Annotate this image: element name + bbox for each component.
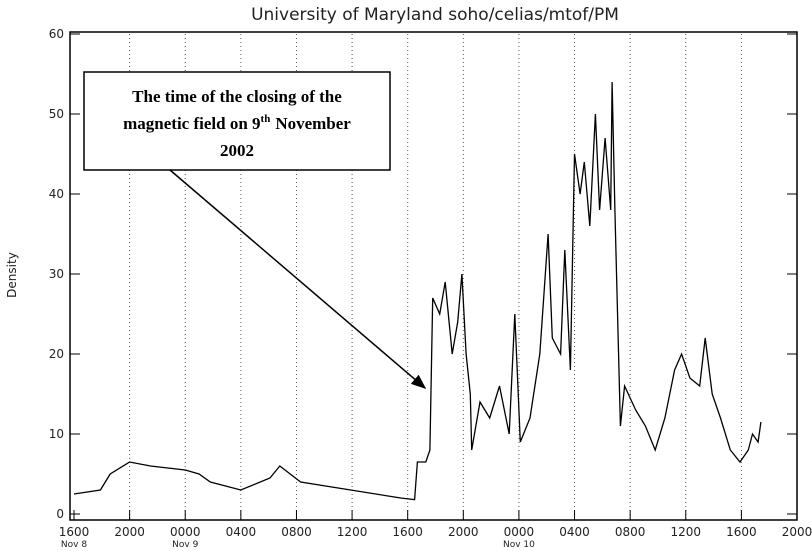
y-tick-label: 0: [56, 507, 64, 521]
y-axis-label: Density: [5, 252, 19, 298]
annotation-line: 2002: [220, 141, 254, 160]
chart-title: University of Maryland soho/celias/mtof/…: [251, 5, 619, 25]
x-tick-label: 0800: [281, 525, 312, 539]
y-tick-label: 40: [49, 187, 64, 201]
x-tick-date: Nov 9: [172, 540, 198, 550]
y-tick-label: 50: [49, 107, 64, 121]
x-tick-label: 1600: [59, 525, 90, 539]
y-tick-label: 10: [49, 427, 64, 441]
x-tick-label: 1600: [726, 525, 757, 539]
annotation-text: magnetic field on 9: [123, 114, 260, 133]
x-tick-label: 0400: [559, 525, 590, 539]
y-tick-label: 60: [49, 27, 64, 41]
x-tick-label: 0800: [615, 525, 646, 539]
x-tick-label: 0000: [170, 525, 201, 539]
annotation-line: magnetic field on 9th November: [123, 113, 351, 133]
x-tick-date: Nov 8: [61, 540, 87, 550]
y-tick-label: 30: [49, 267, 64, 281]
x-tick-label: 1200: [337, 525, 368, 539]
x-tick-label: 2000: [114, 525, 145, 539]
x-tick-label: 2000: [448, 525, 479, 539]
x-tick-label: 1600: [392, 525, 423, 539]
x-tick-label: 0000: [504, 525, 535, 539]
x-tick-label: 2000: [782, 525, 812, 539]
plot-frame: [69, 31, 798, 521]
data-line: [73, 81, 762, 501]
annotation-arrow: [169, 169, 427, 389]
x-tick-label: 1200: [670, 525, 701, 539]
annotation-text: November: [275, 114, 351, 133]
annotation-superscript: th: [261, 113, 271, 125]
x-tick-date: Nov 10: [503, 540, 535, 550]
annotation-line: The time of the closing of the: [132, 87, 342, 106]
annotation-box: [83, 71, 391, 171]
x-tick-label: 0400: [226, 525, 257, 539]
y-tick-label: 20: [49, 347, 64, 361]
